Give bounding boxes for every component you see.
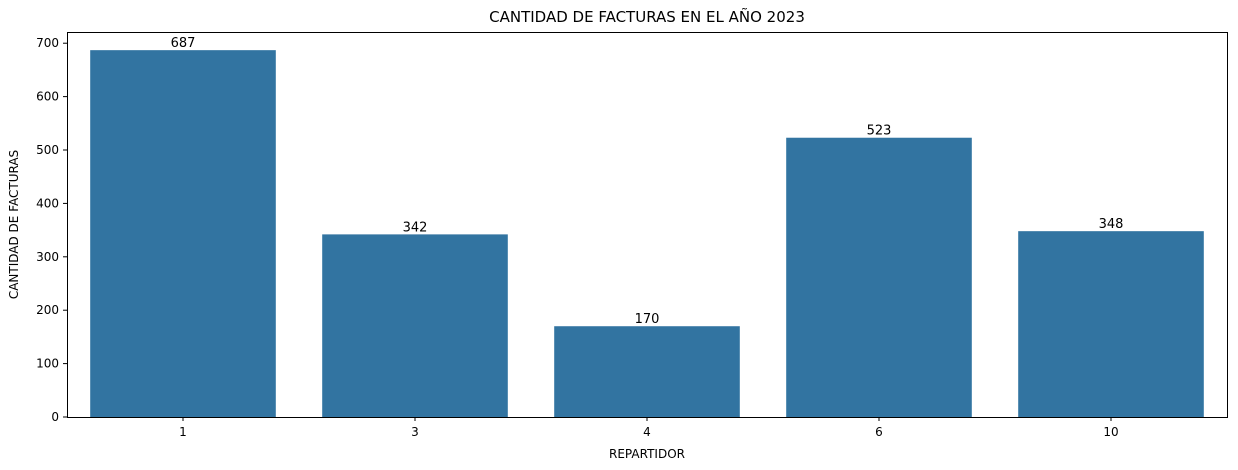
data-label-10: 348: [1099, 217, 1124, 232]
y-tick-label-700: 700: [36, 36, 59, 50]
y-tick-label-100: 100: [36, 357, 59, 371]
y-tick-label-500: 500: [36, 143, 59, 157]
plot-frame: [67, 32, 1228, 418]
data-label-1: 687: [171, 36, 196, 51]
x-axis: 1 3 4 6 10: [179, 417, 1119, 439]
y-axis: 0 100 200 300 400 500 600 700: [36, 36, 67, 424]
data-label-6: 523: [867, 124, 892, 139]
y-axis-label: CANTIDAD DE FACTURAS: [7, 150, 21, 299]
data-labels-group: 687 342 170 523 348: [171, 36, 1124, 327]
y-tick-label-0: 0: [51, 410, 59, 424]
x-axis-label: REPARTIDOR: [609, 447, 685, 461]
x-tick-label-6: 6: [875, 425, 883, 439]
bar-6: [786, 137, 972, 417]
bar-3: [322, 234, 508, 417]
x-tick-label-3: 3: [411, 425, 419, 439]
x-tick-label-4: 4: [643, 425, 651, 439]
bar-10: [1018, 231, 1204, 417]
x-tick-label-1: 1: [179, 425, 187, 439]
data-label-4: 170: [635, 312, 660, 327]
bars-group: [90, 50, 1204, 418]
chart-title: CANTIDAD DE FACTURAS EN EL AÑO 2023: [489, 7, 805, 26]
y-tick-label-400: 400: [36, 196, 59, 210]
bar-1: [90, 50, 276, 418]
data-label-3: 342: [403, 220, 428, 235]
bar-4: [554, 326, 740, 417]
y-tick-label-300: 300: [36, 250, 59, 264]
y-tick-label-600: 600: [36, 90, 59, 104]
x-tick-label-10: 10: [1103, 425, 1118, 439]
y-tick-label-200: 200: [36, 303, 59, 317]
